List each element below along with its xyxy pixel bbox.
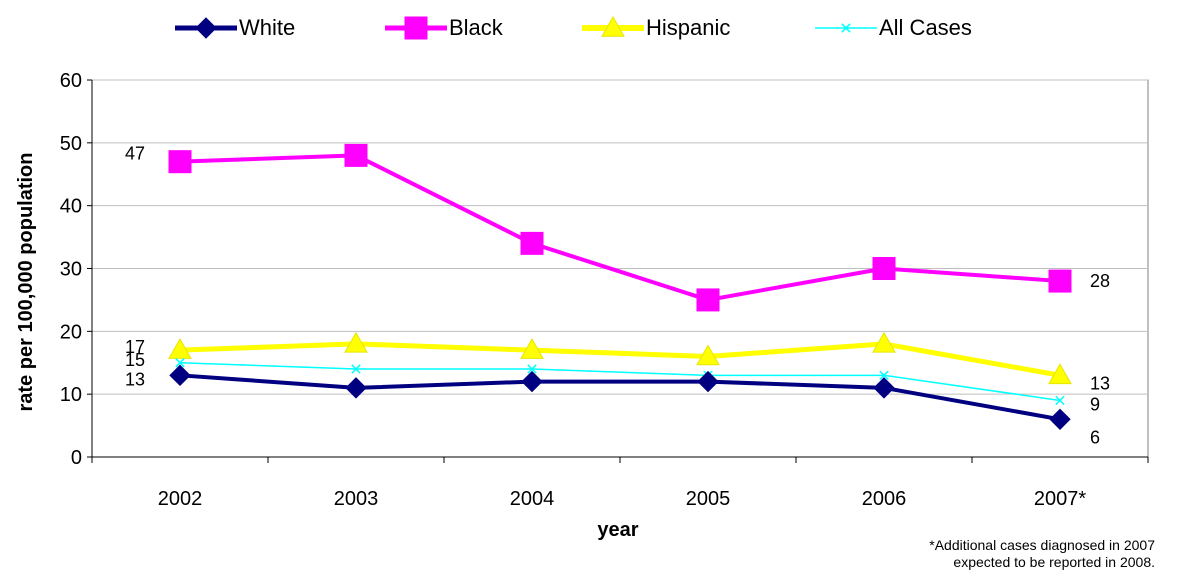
- data-point: [344, 143, 368, 167]
- plot-area: 0 10 20 30 40 50 60 2002 2003 2004 2005 2006 2007* 13…: [60, 70, 1149, 510]
- data-point: [169, 364, 191, 387]
- data-point: [1048, 363, 1072, 385]
- data-point: [521, 370, 543, 393]
- x-tick-label: 2004: [510, 488, 555, 510]
- x-marker-stroke: [879, 370, 889, 381]
- data-point: [879, 370, 889, 381]
- legend-marker: [601, 15, 625, 37]
- legend-label: White: [239, 15, 295, 40]
- data-point: [873, 377, 895, 399]
- legend-item-white: White: [175, 15, 295, 40]
- series-black: [168, 143, 1072, 312]
- series-line: [179, 153, 1061, 302]
- data-point: [527, 364, 537, 374]
- series-all-cases: [175, 358, 1065, 406]
- y-tick-label: 0: [71, 447, 82, 469]
- legend-label: Hispanic: [646, 15, 730, 40]
- series-line: [179, 341, 1061, 378]
- legend-marker: [404, 16, 428, 40]
- x-marker-stroke: [351, 364, 361, 374]
- data-label: 17: [125, 337, 145, 357]
- data-point: [696, 288, 720, 312]
- legend-marker: [841, 23, 851, 33]
- data-point: [168, 338, 192, 359]
- x-tick-label: 2006: [862, 488, 907, 510]
- series-hispanic: [168, 331, 1072, 385]
- y-tick-label: 50: [60, 133, 82, 155]
- legend-item-all-cases: All Cases: [815, 15, 972, 40]
- legend-item-hispanic: Hispanic: [582, 15, 730, 40]
- series-line: [179, 362, 1061, 402]
- y-tick-label: 20: [60, 321, 82, 343]
- x-marker-stroke: [1055, 395, 1065, 406]
- x-axis-label: year: [597, 519, 638, 541]
- data-point: [345, 377, 367, 399]
- data-point: [344, 331, 368, 353]
- footnote-line-2: expected to be reported in 2008.: [953, 554, 1155, 570]
- y-tick-label: 60: [60, 70, 82, 92]
- data-point: [351, 364, 361, 374]
- data-label: 13: [125, 369, 145, 389]
- data-point: [520, 338, 544, 359]
- series-white: [169, 364, 1071, 431]
- x-marker-stroke: [527, 364, 537, 374]
- x-tick-label: 2002: [158, 488, 203, 510]
- footnote-line-1: *Additional cases diagnosed in 2007: [929, 537, 1155, 553]
- x-tick-label: 2003: [334, 488, 379, 510]
- data-point: [168, 150, 192, 174]
- data-point: [520, 231, 544, 255]
- legend-item-black: Black: [385, 15, 504, 40]
- y-axis-label: rate per 100,000 population: [15, 153, 37, 412]
- x-marker-stroke: [841, 23, 851, 33]
- x-marker-stroke: [175, 358, 185, 368]
- y-tick-label: 30: [60, 259, 82, 281]
- data-point: [872, 331, 896, 353]
- data-label: 13: [1090, 373, 1110, 393]
- data-label: 15: [125, 350, 145, 370]
- legend-label: All Cases: [879, 15, 972, 40]
- y-tick-label: 40: [60, 196, 82, 218]
- data-point: [872, 257, 896, 280]
- legend-label: Black: [449, 15, 504, 40]
- data-label: 47: [125, 144, 145, 164]
- data-label: 28: [1090, 271, 1110, 291]
- data-point: [175, 358, 185, 368]
- data-point: [1049, 408, 1071, 431]
- series-line: [179, 373, 1061, 422]
- data-point: [697, 370, 719, 393]
- footnote: *Additional cases diagnosed in 2007 expe…: [929, 537, 1155, 571]
- data-point: [696, 344, 720, 366]
- data-point: [1048, 269, 1072, 293]
- y-tick-label: 10: [60, 384, 82, 406]
- data-label: 9: [1090, 394, 1100, 414]
- legend: White Black Hispanic All Cases: [175, 15, 972, 40]
- data-label: 6: [1090, 427, 1100, 447]
- x-tick-label: 2007*: [1034, 488, 1086, 510]
- legend-marker: [195, 17, 217, 39]
- data-point: [1055, 395, 1065, 406]
- x-tick-label: 2005: [686, 488, 731, 510]
